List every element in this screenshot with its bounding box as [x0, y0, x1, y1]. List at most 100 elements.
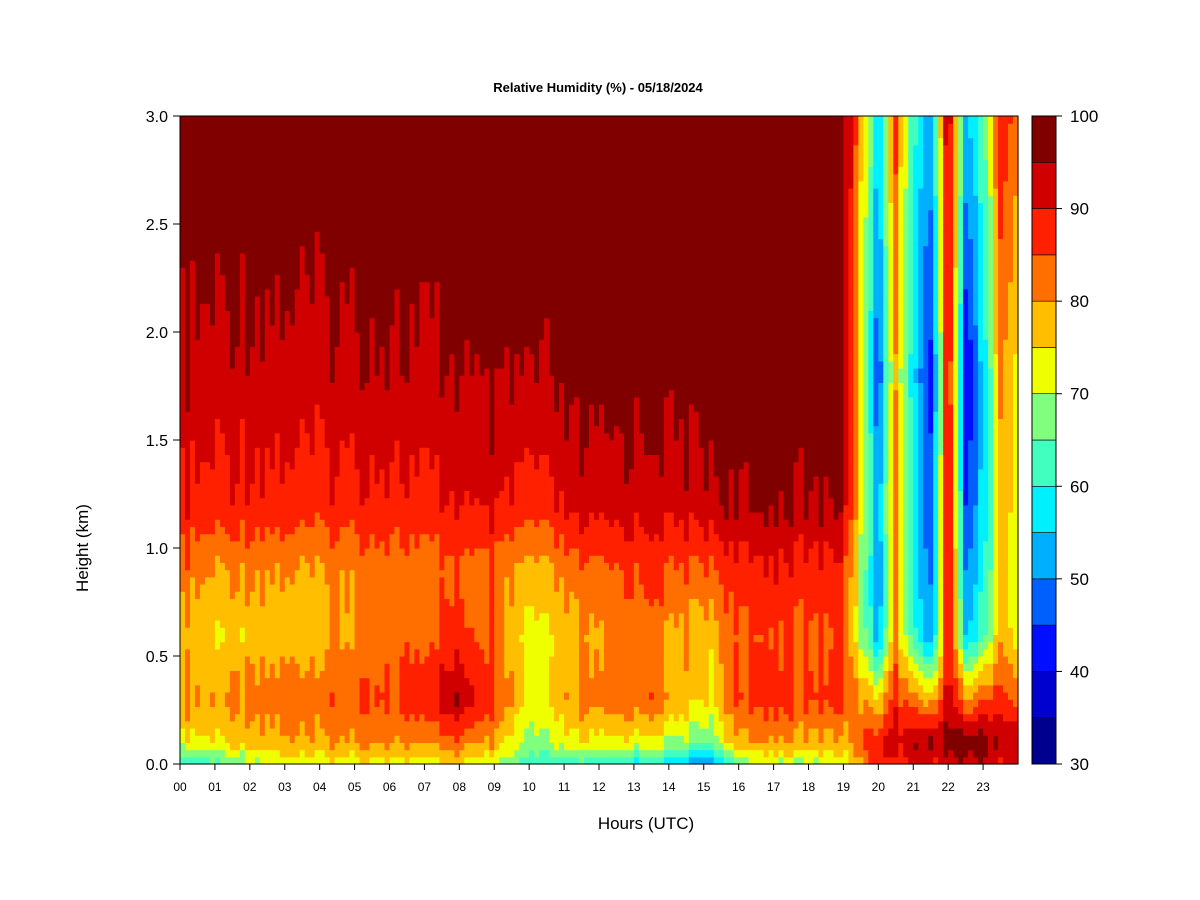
- heatmap-cell: [429, 504, 435, 513]
- heatmap-cell: [449, 152, 455, 160]
- heatmap-cell: [329, 123, 336, 131]
- heatmap-cell: [239, 245, 246, 254]
- heatmap-cell: [354, 324, 361, 333]
- heatmap-cell: [359, 339, 366, 347]
- heatmap-cell: [434, 166, 440, 175]
- heatmap-cell: [379, 519, 386, 527]
- heatmap-cell: [279, 224, 286, 232]
- heatmap-cell: [304, 303, 311, 311]
- heatmap-cell: [349, 425, 356, 434]
- heatmap-cell: [299, 296, 306, 304]
- heatmap-cell: [329, 598, 336, 607]
- heatmap-cell: [229, 540, 236, 549]
- heatmap-cell: [339, 720, 346, 729]
- heatmap-cell: [304, 418, 311, 427]
- heatmap-cell: [369, 699, 376, 707]
- heatmap-cell: [399, 576, 406, 585]
- heatmap-cell: [304, 231, 311, 239]
- heatmap-cell: [204, 123, 211, 131]
- heatmap-cell: [394, 375, 401, 383]
- heatmap-cell: [329, 332, 336, 340]
- heatmap-cell: [264, 231, 271, 239]
- heatmap-cell: [289, 605, 296, 614]
- heatmap-cell: [304, 512, 311, 520]
- heatmap-cell: [319, 216, 326, 225]
- heatmap-cell: [384, 447, 391, 455]
- heatmap-cell: [279, 756, 286, 765]
- heatmap-cell: [304, 728, 311, 736]
- heatmap-cell: [364, 540, 371, 549]
- heatmap-cell: [329, 735, 336, 743]
- heatmap-cell: [354, 447, 361, 455]
- heatmap-cell: [254, 353, 261, 362]
- heatmap-cell: [344, 317, 351, 326]
- heatmap-cell: [214, 591, 221, 599]
- heatmap-cell: [184, 288, 191, 297]
- heatmap-cell: [199, 483, 206, 491]
- heatmap-cell: [439, 353, 445, 362]
- heatmap-cell: [299, 389, 306, 398]
- heatmap-cell: [234, 238, 241, 247]
- heatmap-cell: [364, 490, 371, 499]
- heatmap-cell: [279, 720, 286, 729]
- heatmap-cell: [319, 569, 326, 578]
- heatmap-cell: [279, 627, 286, 635]
- heatmap-cell: [284, 202, 291, 211]
- heatmap-cell: [369, 519, 376, 527]
- heatmap-cell: [359, 123, 366, 131]
- heatmap-cell: [419, 339, 426, 347]
- heatmap-cell: [434, 123, 440, 131]
- heatmap-cell: [180, 281, 186, 290]
- heatmap-cell: [449, 440, 455, 448]
- heatmap-cell: [224, 605, 231, 614]
- heatmap-cell: [389, 238, 396, 247]
- heatmap-cell: [399, 497, 406, 506]
- heatmap-cell: [354, 612, 361, 621]
- heatmap-cell: [294, 353, 301, 362]
- heatmap-cell: [184, 432, 191, 441]
- heatmap-cell: [294, 411, 301, 419]
- heatmap-cell: [399, 281, 406, 290]
- heatmap-cell: [214, 605, 221, 614]
- heatmap-cell: [344, 346, 351, 355]
- heatmap-cell: [274, 166, 281, 175]
- heatmap-cell: [374, 497, 381, 506]
- heatmap-cell: [369, 245, 376, 254]
- heatmap-cell: [389, 368, 396, 376]
- heatmap-cell: [454, 576, 460, 585]
- heatmap-cell: [309, 152, 316, 160]
- heatmap-cell: [439, 447, 445, 455]
- heatmap-cell: [180, 396, 186, 405]
- heatmap-cell: [434, 526, 440, 535]
- heatmap-cell: [180, 130, 186, 139]
- heatmap-cell: [344, 332, 351, 340]
- heatmap-cell: [199, 555, 206, 563]
- heatmap-cell: [349, 404, 356, 412]
- heatmap-cell: [429, 735, 435, 743]
- heatmap-cell: [389, 382, 396, 391]
- heatmap-cell: [269, 159, 276, 167]
- heatmap-cell: [304, 526, 311, 535]
- heatmap-cell: [214, 411, 221, 419]
- heatmap-cell: [429, 706, 435, 715]
- heatmap-cell: [344, 180, 351, 189]
- heatmap-cell: [359, 216, 366, 225]
- heatmap-cell: [369, 130, 376, 139]
- heatmap-cell: [274, 252, 281, 261]
- heatmap-cell: [219, 288, 226, 297]
- heatmap-cell: [184, 591, 191, 599]
- heatmap-cell: [384, 195, 391, 203]
- heatmap-cell: [374, 454, 381, 463]
- heatmap-cell: [224, 634, 231, 643]
- heatmap-cell: [354, 396, 361, 405]
- heatmap-cell: [449, 144, 455, 153]
- heatmap-cell: [184, 296, 191, 304]
- heatmap-cell: [194, 670, 201, 679]
- heatmap-cell: [229, 720, 236, 729]
- heatmap-cell: [374, 144, 381, 153]
- heatmap-cell: [329, 216, 336, 225]
- heatmap-cell: [369, 504, 376, 513]
- heatmap-cell: [284, 296, 291, 304]
- heatmap-cell: [374, 432, 381, 441]
- heatmap-cell: [389, 418, 396, 427]
